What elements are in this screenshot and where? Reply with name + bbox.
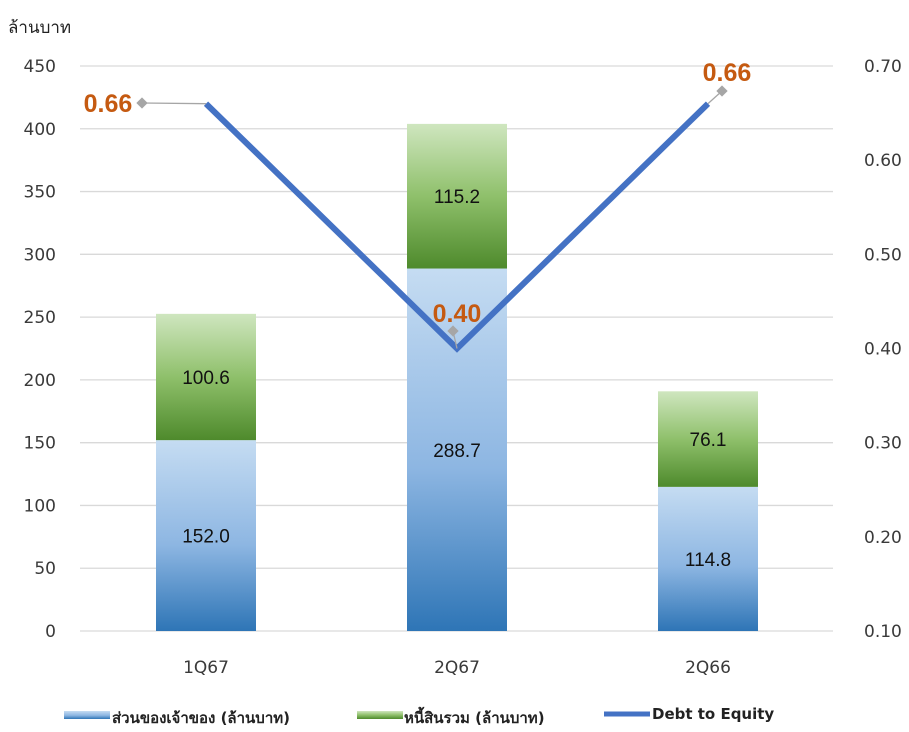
bar-value-label-liabilities: 115.2 [434, 187, 480, 208]
legend-label-liabilities: หนี้สินรวม (ล้านบาท) [404, 706, 545, 727]
y-right-tick-label: 0.70 [864, 57, 902, 77]
y-right-tick-label: 0.60 [864, 151, 902, 171]
y-left-tick-label: 100 [24, 496, 56, 516]
y-axis-unit-label: ล้านบาท [8, 18, 71, 38]
x-tick-label: 2Q67 [434, 658, 480, 678]
ratio-data-label: 0.66 [84, 90, 133, 118]
ratio-label-leader-marker [447, 325, 459, 337]
debt-to-equity-line-group [136, 85, 728, 353]
bar-equity [658, 486, 758, 631]
ratio-data-label: 0.66 [703, 59, 752, 87]
legend-swatch-equity [64, 711, 110, 719]
bar-equity [407, 268, 507, 631]
axes: ล้านบาท 0 50 100 150 200 250 300 350 400 450 0.10 0.… [8, 18, 902, 678]
y-left-tick-label: 450 [24, 57, 56, 77]
bar-total-liabilities [156, 313, 256, 441]
y-left-tick-label: 300 [24, 245, 56, 265]
y-left-tick-label: 50 [34, 559, 56, 579]
y-left-tick-label: 250 [24, 308, 56, 328]
y-left-tick-label: 200 [24, 371, 56, 391]
bar-value-label-equity: 288.7 [433, 441, 481, 462]
legend-swatch-liabilities [357, 711, 403, 719]
ratio-data-label: 0.40 [433, 300, 482, 328]
ratio-label-leader-line [141, 102, 207, 105]
y-right-tick-label: 0.10 [864, 622, 902, 642]
y-right-tick-label: 0.50 [864, 245, 902, 265]
y-left-tick-label: 350 [24, 183, 56, 203]
bar-equity [156, 440, 256, 631]
legend: ส่วนของเจ้าของ (ล้านบาท) หนี้สินรวม (ล้าน… [64, 705, 774, 727]
bar-value-label-liabilities: 100.6 [182, 368, 230, 389]
x-tick-label: 2Q66 [685, 658, 731, 678]
bar-value-label-equity: 152.0 [182, 527, 230, 548]
bar-total-liabilities [407, 123, 507, 269]
y-right-tick-label: 0.40 [864, 340, 902, 360]
bar-total-liabilities [658, 391, 758, 487]
bar-value-label-liabilities: 76.1 [690, 430, 727, 451]
legend-label-debt-to-equity: Debt to Equity [652, 705, 774, 723]
y-right-tick-label: 0.20 [864, 528, 902, 548]
bar-value-label-equity: 114.8 [685, 550, 731, 571]
y-left-tick-label: 400 [24, 120, 56, 140]
x-tick-label: 1Q67 [183, 658, 229, 678]
y-right-tick-label: 0.30 [864, 434, 902, 454]
ratio-label-leader-marker [136, 97, 148, 109]
bars [156, 123, 758, 631]
y-left-tick-label: 0 [45, 622, 56, 642]
y-left-tick-label: 150 [24, 434, 56, 454]
legend-label-equity: ส่วนของเจ้าของ (ล้านบาท) [112, 709, 290, 727]
labels: 152.0 100.6 288.7 115.2 114.8 76.1 0.66 0.40 0.6… [84, 59, 752, 571]
